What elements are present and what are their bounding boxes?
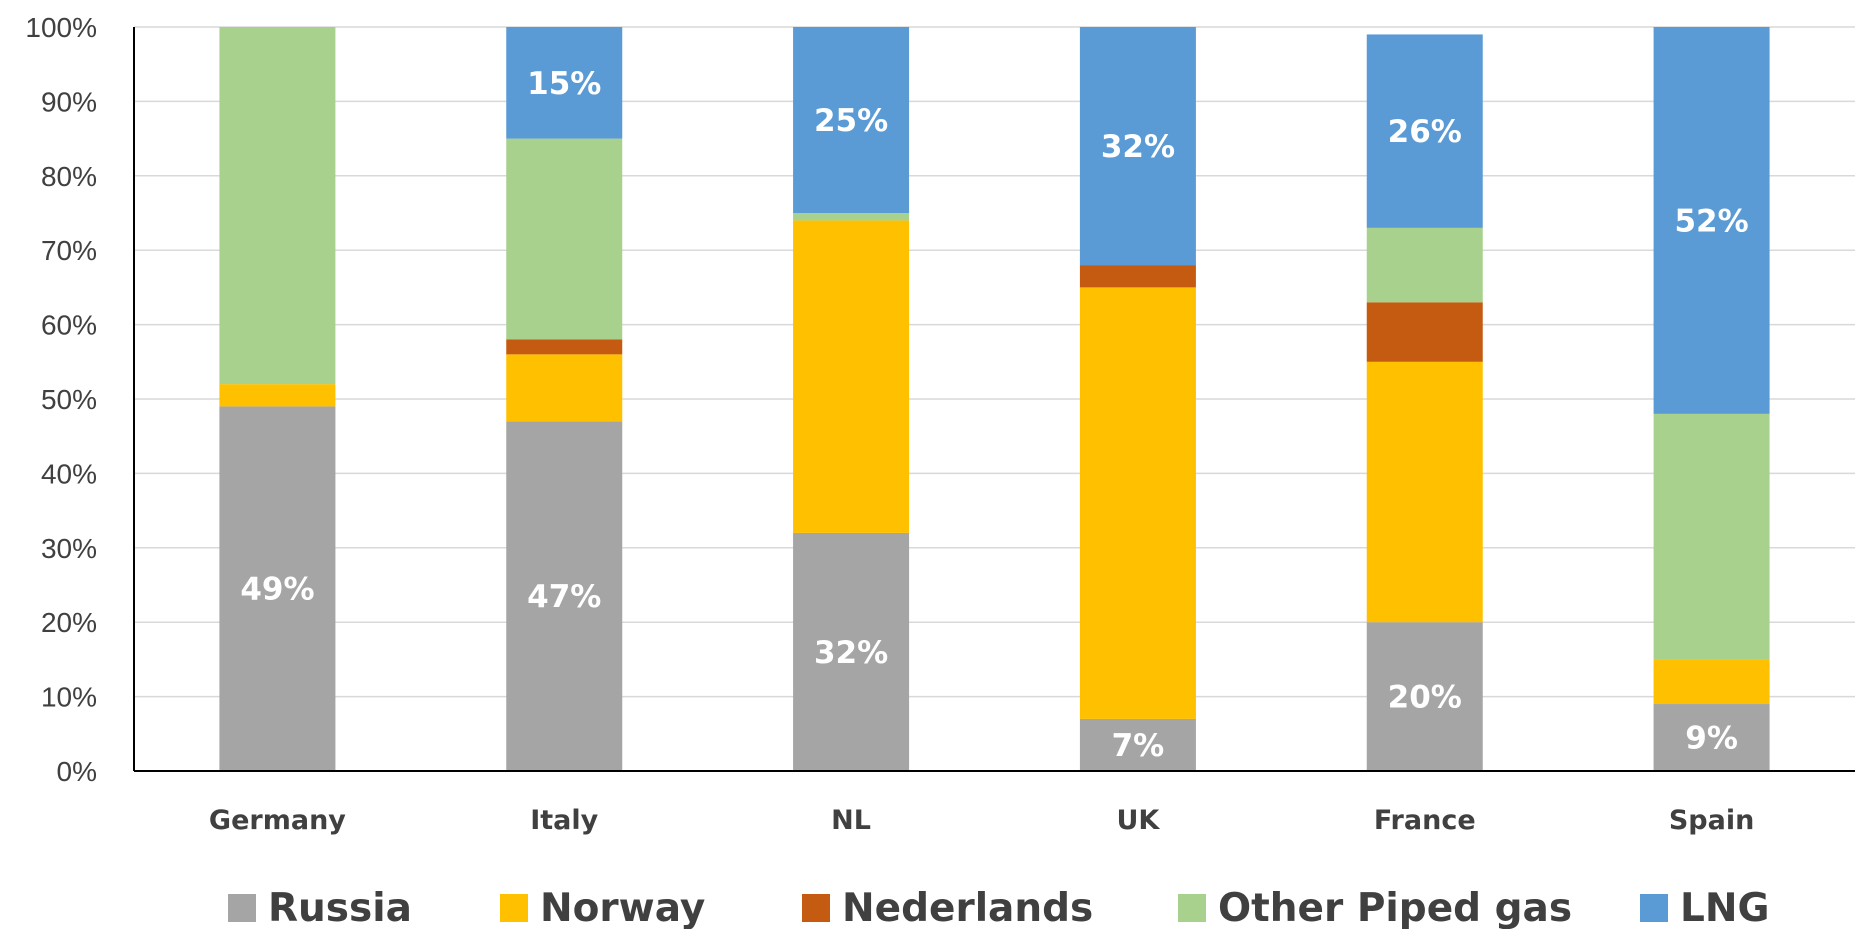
y-tick-label: 50% bbox=[41, 384, 97, 415]
legend-swatch bbox=[1178, 894, 1206, 922]
y-tick-label: 100% bbox=[25, 12, 97, 43]
bar-segment-russia bbox=[219, 406, 336, 771]
x-category-label: NL bbox=[831, 805, 871, 836]
data-label: 15% bbox=[527, 66, 601, 102]
bar-segment-norway bbox=[506, 354, 623, 422]
data-label: 47% bbox=[527, 579, 601, 615]
bar-segment-nederlands bbox=[1366, 302, 1483, 362]
y-tick-label: 60% bbox=[41, 310, 97, 341]
legend-label: Nederlands bbox=[842, 886, 1093, 929]
legend-swatch bbox=[500, 894, 528, 922]
bar-segment-other-piped-gas bbox=[1366, 227, 1483, 303]
y-tick-label: 10% bbox=[41, 682, 97, 713]
legend-swatch bbox=[802, 894, 830, 922]
legend-label: Russia bbox=[268, 886, 412, 929]
y-axis-ticks: 0% 10% 20% 30% 40% 50% 60% 70% 80% 90% 100% bbox=[25, 12, 97, 787]
bar-segment-other-piped-gas bbox=[219, 27, 336, 385]
bar-segment-russia bbox=[793, 532, 910, 771]
bar-segment-norway bbox=[1653, 659, 1770, 705]
bar-segment-norway bbox=[1366, 361, 1483, 623]
x-axis-categories: Germany Italy NL UK France Spain bbox=[209, 805, 1754, 836]
bar-segment-lng bbox=[506, 27, 623, 139]
bar-segment-russia bbox=[1079, 718, 1196, 771]
bar-segment-nederlands bbox=[506, 339, 623, 355]
x-category-label: UK bbox=[1116, 805, 1160, 836]
y-tick-label: 90% bbox=[41, 86, 97, 117]
bar-segment-norway bbox=[219, 384, 336, 407]
y-tick-label: 40% bbox=[41, 458, 97, 489]
x-category-label: Germany bbox=[209, 805, 346, 836]
bar-segment-russia bbox=[506, 421, 623, 771]
bar-segment-lng bbox=[1079, 27, 1196, 266]
bar-segment-norway bbox=[793, 220, 910, 533]
bar-segment-other-piped-gas bbox=[793, 213, 910, 221]
x-category-label: Italy bbox=[530, 805, 598, 836]
y-tick-label: 0% bbox=[57, 756, 97, 787]
y-tick-label: 20% bbox=[41, 607, 97, 638]
legend-swatch bbox=[228, 894, 256, 922]
x-category-label: France bbox=[1374, 805, 1476, 836]
data-label: 25% bbox=[814, 103, 888, 139]
data-label: 20% bbox=[1388, 680, 1462, 716]
data-label: 49% bbox=[240, 572, 314, 608]
legend-label: Norway bbox=[540, 886, 705, 929]
data-label: 32% bbox=[1101, 129, 1175, 165]
data-label: 9% bbox=[1685, 721, 1738, 757]
bar-segment-nederlands bbox=[1079, 265, 1196, 288]
bar-segment-russia bbox=[1366, 622, 1483, 771]
data-labels: 49% 47% 32% 7% 20% 9% 15% 25% 32% 26% 52% bbox=[240, 66, 1748, 764]
bar-segment-other-piped-gas bbox=[506, 138, 623, 340]
bar-segment-lng bbox=[1366, 34, 1483, 228]
bar-segment-other-piped-gas bbox=[1653, 413, 1770, 660]
y-tick-label: 80% bbox=[41, 161, 97, 192]
data-label: 32% bbox=[814, 635, 888, 671]
bar-segment-lng bbox=[1653, 27, 1770, 414]
bar-segment-norway bbox=[1079, 287, 1196, 719]
data-label: 7% bbox=[1112, 728, 1165, 764]
bar-segment-lng bbox=[793, 27, 910, 213]
x-category-label: Spain bbox=[1669, 805, 1754, 836]
bar-segment-russia bbox=[1653, 704, 1770, 771]
gridlines bbox=[134, 26, 1855, 698]
bars bbox=[219, 27, 1770, 771]
legend-label: Other Piped gas bbox=[1218, 886, 1572, 929]
legend-swatch bbox=[1640, 894, 1668, 922]
data-label: 26% bbox=[1388, 114, 1462, 150]
y-tick-label: 70% bbox=[41, 235, 97, 266]
data-label: 52% bbox=[1674, 203, 1748, 239]
legend-label: LNG bbox=[1680, 886, 1770, 929]
legend: Russia Norway Nederlands Other Piped gas LNG bbox=[228, 886, 1770, 929]
axes bbox=[133, 27, 1855, 772]
y-tick-label: 30% bbox=[41, 533, 97, 564]
